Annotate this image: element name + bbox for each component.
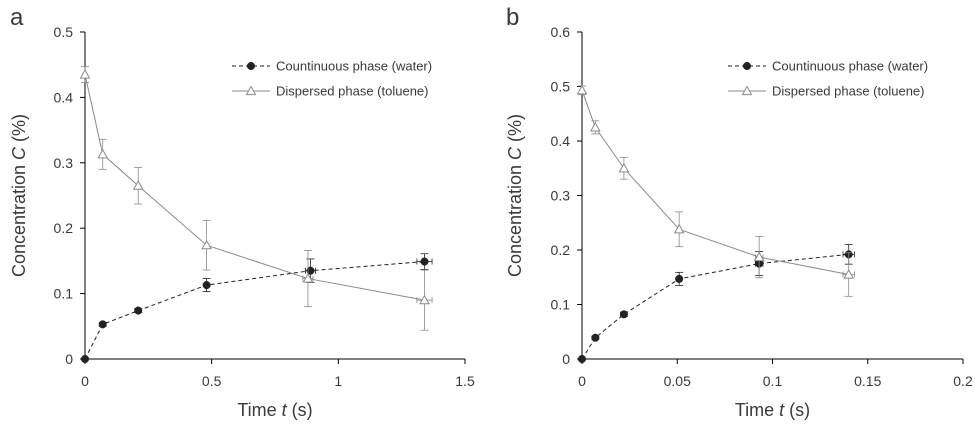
- series-line: [84, 74, 425, 301]
- y-tick-label: 0.5: [551, 79, 571, 95]
- y-tick-label: 0.4: [54, 89, 74, 105]
- x-tick-label: 0: [81, 373, 89, 389]
- panel-letter: a: [10, 4, 24, 31]
- y-tick-label: 0.2: [54, 220, 74, 236]
- data-point: [673, 223, 685, 234]
- y-tick-label: 0.4: [551, 133, 571, 149]
- data-point: [576, 84, 588, 95]
- y-tick-label: 0.1: [54, 286, 74, 302]
- data-point: [589, 121, 601, 132]
- series-continuous-phase: [80, 253, 433, 364]
- panel-letter: b: [506, 4, 519, 31]
- legend-label: Countinuous phase (water): [772, 59, 928, 74]
- x-tick-label: 1.5: [455, 373, 475, 389]
- legend-entry: Dispersed phase (toluene): [232, 84, 428, 99]
- series-line: [581, 253, 849, 360]
- chart-panel-b: b 0 0.1 0.2 0.3 0.4 0.5 0.6 0 0.05 0.1 0.15 0.2 Time …: [505, 4, 973, 420]
- data-point: [79, 68, 91, 79]
- y-tick-label: 0: [65, 351, 73, 367]
- x-tick-label: 1: [334, 373, 342, 389]
- x-tick-label: 0: [578, 373, 586, 389]
- series-dispersed-phase: [576, 84, 855, 297]
- y-tick-label: 0.1: [551, 297, 571, 313]
- y-tick-label: 0.3: [551, 188, 571, 204]
- data-point: [577, 354, 587, 364]
- chart-panel-a: a 0 0.1 0.2 0.3 0.4 0.5 0 0.5 1 1.5 Time t (s) Conce…: [9, 4, 475, 420]
- x-tick-label: 0.1: [763, 373, 783, 389]
- data-point: [675, 274, 684, 283]
- data-point: [420, 257, 429, 266]
- data-point: [201, 239, 212, 250]
- legend-marker: [742, 61, 752, 71]
- legend-label: Countinuous phase (water): [276, 59, 432, 74]
- legend-entry: Dispersed phase (toluene): [728, 84, 924, 99]
- data-point: [97, 148, 109, 159]
- x-tick-label: 0.2: [953, 373, 973, 389]
- y-axis-title: Concentration C (%): [505, 114, 525, 277]
- data-point: [618, 162, 630, 173]
- data-point: [419, 294, 430, 305]
- series-line: [581, 90, 849, 276]
- series-line: [84, 261, 425, 360]
- data-point: [132, 180, 144, 190]
- data-point: [619, 310, 628, 319]
- legend-entry: Countinuous phase (water): [728, 59, 928, 74]
- x-axis-title: Time t (s): [735, 400, 810, 420]
- x-axis-title: Time t (s): [237, 400, 312, 420]
- legend-label: Dispersed phase (toluene): [772, 84, 924, 99]
- data-point: [134, 306, 143, 315]
- series-dispersed-phase: [79, 66, 433, 331]
- data-point: [843, 268, 855, 279]
- x-tick-label: 0.5: [202, 373, 222, 389]
- data-point: [591, 333, 600, 342]
- y-tick-label: 0: [562, 351, 570, 367]
- y-tick-label: 0.5: [54, 24, 74, 40]
- data-point: [98, 320, 107, 329]
- legend-marker: [741, 85, 753, 96]
- legend-label: Dispersed phase (toluene): [276, 84, 428, 99]
- data-point: [202, 281, 211, 290]
- y-tick-label: 0.3: [54, 155, 74, 171]
- x-tick-label: 0.05: [664, 373, 691, 389]
- legend-marker: [246, 61, 256, 71]
- data-point: [302, 273, 314, 283]
- y-axis-title: Concentration C (%): [9, 114, 29, 277]
- legend-entry: Countinuous phase (water): [232, 59, 432, 74]
- y-tick-label: 0.2: [551, 242, 571, 258]
- data-point: [80, 354, 90, 364]
- data-point: [306, 266, 315, 275]
- legend-marker: [245, 85, 257, 96]
- y-tick-label: 0.6: [551, 24, 571, 40]
- x-tick-label: 0.15: [854, 373, 881, 389]
- series-continuous-phase: [577, 244, 855, 364]
- data-point: [753, 251, 765, 262]
